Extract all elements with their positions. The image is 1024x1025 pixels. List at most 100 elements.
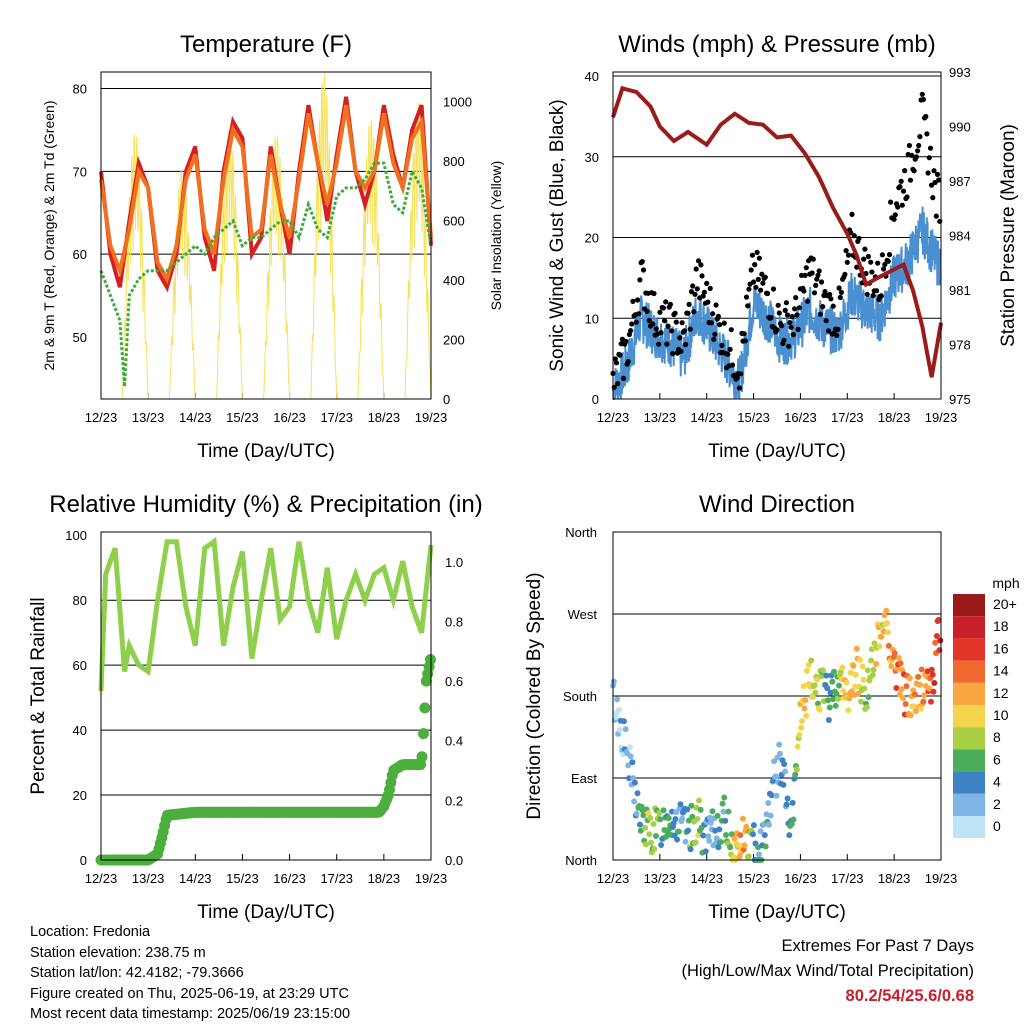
gust-point [882,261,888,268]
direction-point [637,827,644,834]
direction-point [645,810,652,817]
panel2-xlabel: Time (Day/UTC) [197,902,335,922]
panel3-xtick-label: 18/23 [878,871,911,886]
legend-label: 18 [993,618,1009,634]
direction-point [907,712,914,719]
direction-point [783,801,790,808]
direction-point [697,806,704,813]
gust-point [736,385,743,391]
direction-point [716,826,723,833]
gust-point [874,288,880,294]
gust-point [712,331,718,337]
gust-point [909,152,915,158]
panel0-xtick-label: 13/23 [132,410,165,425]
direction-point [793,766,800,773]
gust-point [667,301,674,307]
rh-y2tick-label: 0.6 [445,674,463,689]
temp-y2tick-label: 200 [443,333,465,348]
gust-point [745,303,751,309]
gust-point [795,326,801,332]
gust-point [705,299,711,305]
gust-point [919,91,925,97]
gust-point [637,277,643,283]
direction-point [825,717,832,723]
panel2-frame [100,531,432,861]
legend-label: 12 [993,685,1009,701]
station-info: Location: Fredonia Station elevation: 23… [30,922,350,1025]
direction-point [928,666,935,673]
gust-point [862,246,868,252]
wind-y2tick-label: 981 [949,283,971,298]
direction-point [898,686,905,693]
gust-point [834,332,840,338]
panel2-xtick-label: 17/23 [320,871,353,886]
gust-point [741,331,747,337]
gust-point [633,319,640,325]
direction-point [818,673,825,680]
gust-point [898,178,904,184]
direction-point [853,645,860,652]
legend-swatch [953,594,985,617]
legend-label: 14 [993,663,1009,679]
direction-point [679,815,686,822]
direction-point [714,812,721,819]
gust-point [775,302,781,308]
direction-point [647,815,654,821]
gust-point [828,296,834,302]
gust-point [913,154,920,160]
direction-point [750,831,756,838]
panel0-frame [100,71,432,400]
rh-ytick-label: 20 [73,788,87,803]
direction-point [805,661,812,668]
direction-point [657,816,664,823]
direction-point [897,660,904,667]
direction-point [860,676,867,683]
gust-point [759,271,765,277]
gust-point [906,142,913,149]
rh-ytick-label: 40 [73,723,87,738]
gust-point [856,235,862,241]
direction-point [803,712,810,719]
direction-point [902,701,909,707]
panel2-xtick-label: 18/23 [368,871,401,886]
legend-label: 8 [993,729,1001,745]
gust-point [792,306,798,312]
legend-label: 0 [993,818,1001,834]
gust-point [639,259,645,265]
gust-point [822,289,828,295]
direction-point [702,848,709,855]
extremes-subtitle: (High/Low/Max Wind/Total Precipitation) [681,962,974,980]
direction-point [736,853,743,860]
direction-point [808,657,815,664]
gust-point [788,324,794,330]
gust-point [758,287,764,293]
direction-point [789,799,796,806]
direction-point [731,835,738,842]
direction-point [859,663,866,670]
gust-point [760,280,766,286]
direction-point [642,824,649,831]
panel3-xlabel: Time (Day/UTC) [708,902,846,922]
wind-ytick-label: 10 [585,311,599,326]
panel1-xtick-label: 15/23 [737,410,770,425]
gust-point [738,371,744,377]
panel0-xlabel: Time (Day/UTC) [197,441,335,462]
legend-swatch [953,660,985,683]
gust-point [679,320,685,326]
direction-point [700,832,707,839]
direction-point [684,806,691,813]
legend-label: 16 [993,640,1009,656]
gust-point [810,256,816,262]
gust-point [801,288,807,294]
direction-point [637,821,643,828]
legend-swatch [953,816,985,839]
panel1-xtick-label: 19/23 [925,410,958,425]
direction-point [868,657,875,664]
gust-point [804,298,811,304]
direction-point [823,672,830,679]
direction-point [814,676,821,683]
gust-point [725,351,731,357]
gust-point [888,199,894,205]
weather-dashboard-chart: Temperature (F) Time (Day/UTC) 12/23 13/23 1… [28,31,1020,922]
direction-point [921,692,928,699]
